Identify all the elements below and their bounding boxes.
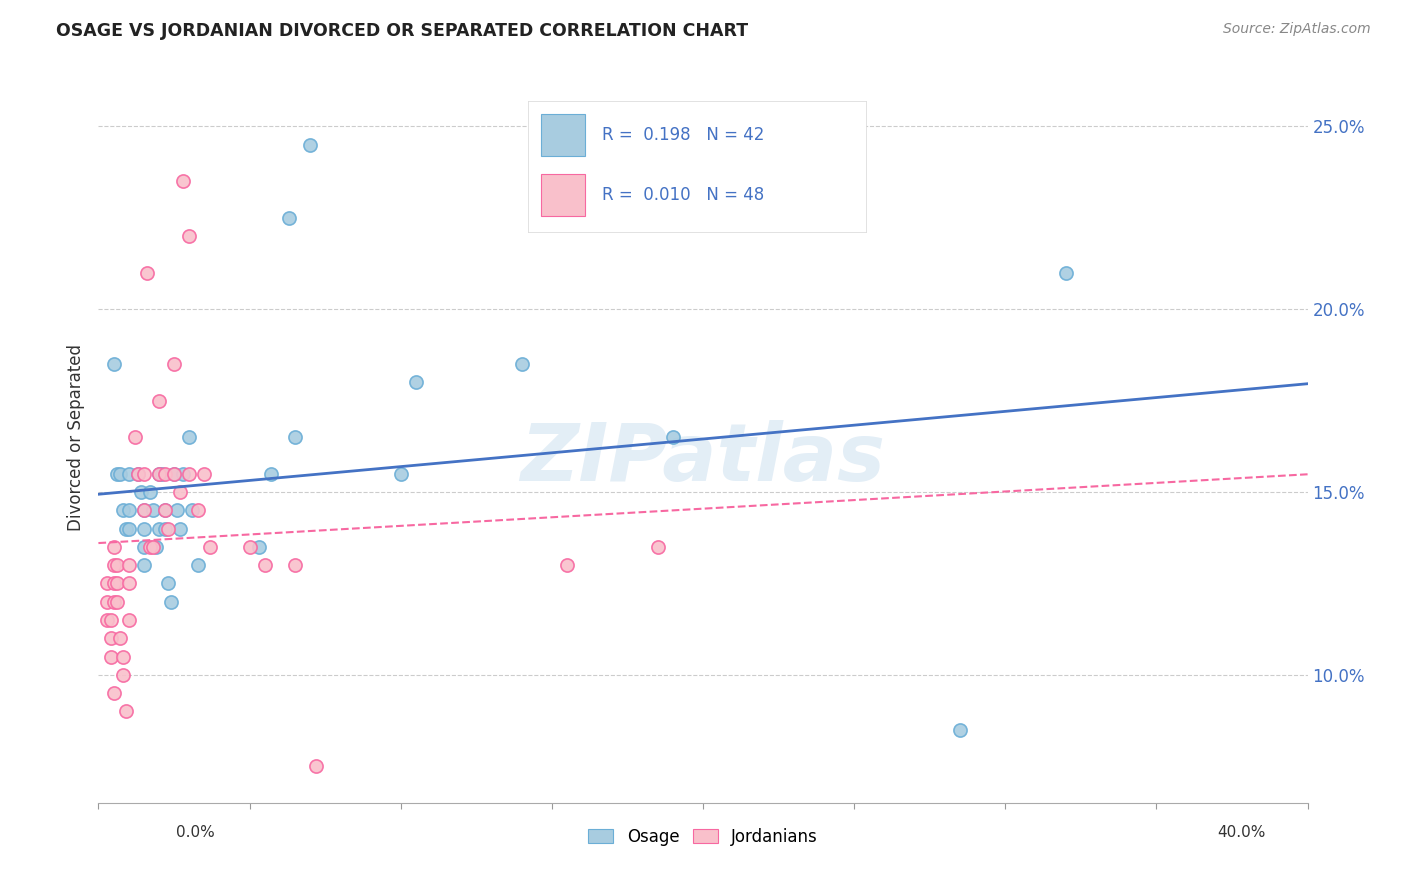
Point: [510, 357, 533, 371]
Point: [148, 467, 170, 481]
Point: [132, 467, 155, 481]
Point: [145, 540, 167, 554]
Legend: Osage, Jordanians: Osage, Jordanians: [588, 828, 818, 846]
Point: [132, 540, 155, 554]
Point: [172, 174, 194, 188]
Point: [127, 467, 149, 481]
Point: [179, 430, 201, 444]
Point: [187, 503, 209, 517]
Point: [111, 503, 134, 517]
Point: [253, 558, 276, 573]
Y-axis label: Divorced or Separated: Divorced or Separated: [66, 343, 84, 531]
Point: [153, 467, 176, 481]
Point: [163, 467, 186, 481]
Text: ZIPatlas: ZIPatlas: [520, 420, 886, 498]
Point: [96, 613, 118, 627]
Point: [124, 430, 146, 444]
Point: [148, 393, 170, 408]
Point: [163, 467, 186, 481]
Point: [108, 632, 131, 646]
Point: [132, 503, 155, 517]
Point: [129, 485, 152, 500]
Text: 40.0%: 40.0%: [1218, 825, 1265, 840]
Point: [118, 467, 141, 481]
Point: [100, 613, 122, 627]
Point: [100, 632, 122, 646]
Point: [284, 430, 307, 444]
Point: [103, 540, 125, 554]
Point: [150, 467, 173, 481]
Point: [132, 558, 155, 573]
Point: [260, 467, 283, 481]
Point: [132, 503, 155, 517]
Point: [389, 467, 412, 481]
Point: [118, 613, 141, 627]
Point: [118, 521, 141, 535]
Point: [135, 266, 157, 280]
Point: [118, 503, 141, 517]
Point: [96, 576, 118, 591]
Point: [148, 467, 170, 481]
Point: [239, 540, 262, 554]
Point: [187, 558, 209, 573]
Point: [181, 503, 204, 517]
Point: [169, 521, 191, 535]
Point: [114, 705, 136, 719]
Point: [105, 467, 128, 481]
Point: [118, 576, 141, 591]
Point: [96, 594, 118, 608]
Point: [284, 558, 307, 573]
Point: [405, 375, 427, 389]
Point: [127, 467, 149, 481]
Point: [108, 467, 131, 481]
Point: [166, 503, 188, 517]
Point: [949, 723, 972, 737]
Point: [111, 649, 134, 664]
Point: [103, 576, 125, 591]
Point: [103, 686, 125, 700]
Point: [103, 357, 125, 371]
Text: Source: ZipAtlas.com: Source: ZipAtlas.com: [1223, 22, 1371, 37]
Point: [105, 576, 128, 591]
Point: [153, 503, 176, 517]
Point: [647, 540, 669, 554]
Point: [200, 540, 222, 554]
Point: [179, 228, 201, 243]
Point: [103, 594, 125, 608]
Point: [111, 667, 134, 681]
Point: [105, 594, 128, 608]
Point: [103, 558, 125, 573]
Point: [169, 485, 191, 500]
Point: [163, 357, 186, 371]
Text: 0.0%: 0.0%: [176, 825, 215, 840]
Point: [105, 558, 128, 573]
Point: [153, 521, 176, 535]
Point: [193, 467, 215, 481]
Point: [661, 430, 683, 444]
Point: [118, 558, 141, 573]
Point: [277, 211, 299, 225]
Point: [139, 540, 162, 554]
Point: [247, 540, 270, 554]
Point: [142, 540, 165, 554]
Point: [305, 759, 328, 773]
Point: [555, 558, 578, 573]
Point: [100, 649, 122, 664]
Point: [179, 467, 201, 481]
Point: [142, 503, 165, 517]
Point: [148, 521, 170, 535]
Point: [156, 576, 179, 591]
Point: [1054, 266, 1077, 280]
Point: [114, 521, 136, 535]
Point: [156, 521, 179, 535]
Point: [172, 467, 194, 481]
Point: [132, 521, 155, 535]
Point: [139, 485, 162, 500]
Text: OSAGE VS JORDANIAN DIVORCED OR SEPARATED CORRELATION CHART: OSAGE VS JORDANIAN DIVORCED OR SEPARATED…: [56, 22, 748, 40]
Point: [160, 594, 183, 608]
Point: [153, 503, 176, 517]
Point: [299, 137, 322, 152]
